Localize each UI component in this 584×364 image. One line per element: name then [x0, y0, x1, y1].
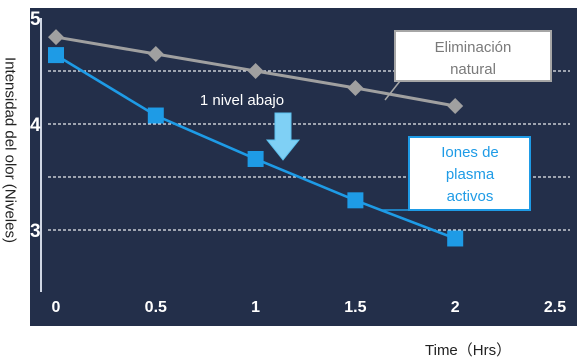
y-tick-label: 5	[30, 9, 41, 30]
data-point-square	[48, 47, 64, 64]
data-point-diamond	[147, 46, 164, 63]
x-tick-label: 1.5	[344, 299, 366, 316]
x-tick-label: 0	[52, 299, 61, 316]
x-tick-label: 2	[451, 299, 460, 316]
series-label-plasma-line: activos	[447, 188, 494, 205]
down-arrow-icon	[265, 112, 301, 161]
callout-connector-natural	[384, 80, 401, 101]
annotation-label: 1 nivel abajo	[200, 92, 284, 109]
series-label-plasma-line: plasma	[446, 166, 495, 183]
data-point-square	[247, 150, 264, 167]
x-tick-label: 0.5	[145, 299, 167, 316]
data-point-diamond	[48, 29, 64, 46]
callout-box-plasma	[408, 136, 531, 211]
x-tick-label: 2.5	[544, 299, 566, 316]
data-point-square	[447, 230, 464, 247]
series-label-natural-line1: Eliminación	[435, 39, 512, 56]
y-axis-label-text: Intensidad del olor (Niveles)	[1, 57, 19, 243]
series-label-plasma-line: Iones de	[441, 144, 499, 161]
x-tick-label: 1	[251, 299, 260, 316]
series-label-natural-line2: natural	[450, 61, 496, 78]
y-tick-label: 3	[30, 221, 41, 242]
data-point-diamond	[447, 97, 464, 114]
data-point-square	[147, 107, 164, 124]
data-point-diamond	[247, 63, 264, 79]
y-axis-label: Intensidad del olor (Niveles)	[0, 0, 20, 300]
callout-box-natural	[394, 30, 552, 82]
data-point-diamond	[347, 79, 364, 96]
x-axis-label: Time（Hrs）	[425, 342, 512, 359]
data-point-square	[347, 192, 364, 209]
y-tick-label: 4	[30, 115, 41, 136]
